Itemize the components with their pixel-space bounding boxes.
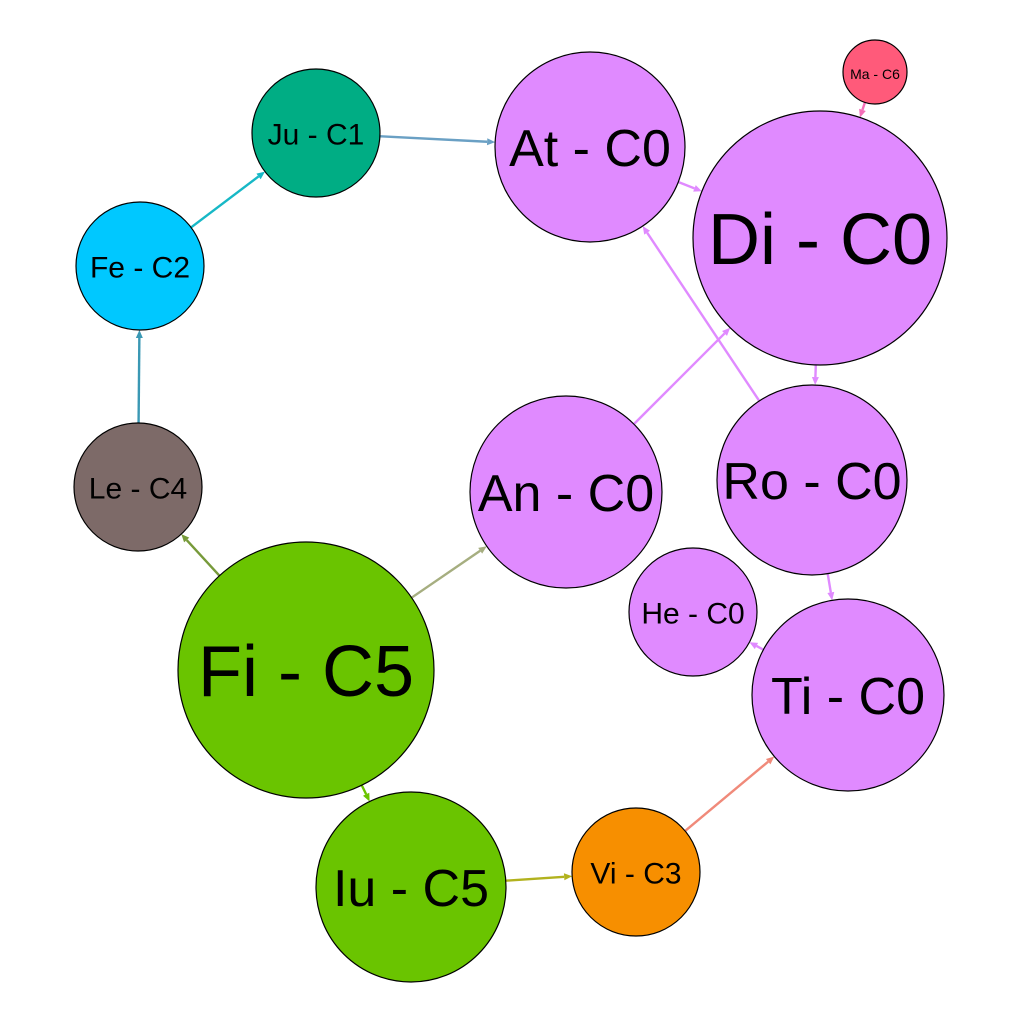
edge-arrowhead xyxy=(722,327,731,336)
node-ti[interactable]: Ti - C0 xyxy=(751,598,945,792)
node-fe[interactable]: Fe - C2 xyxy=(75,201,205,331)
edge-fi-an xyxy=(410,546,487,599)
node-at[interactable]: At - C0 xyxy=(494,51,686,243)
edge-arrowhead xyxy=(135,329,143,339)
edge-line xyxy=(505,875,565,882)
edge-line xyxy=(646,232,761,402)
node-di[interactable]: Di - C0 xyxy=(692,110,948,366)
edge-an-di xyxy=(633,327,731,425)
edge-fi-iu xyxy=(360,784,370,802)
node-label: Fe - C2 xyxy=(90,252,190,285)
edge-line xyxy=(826,573,833,593)
node-circle[interactable] xyxy=(469,395,663,589)
node-circle[interactable] xyxy=(842,39,908,105)
node-circle[interactable] xyxy=(628,547,758,677)
node-label: Ro - C0 xyxy=(722,453,901,511)
node-label: Ma - C6 xyxy=(850,66,900,82)
node-label: He - C0 xyxy=(641,598,744,631)
edge-line xyxy=(684,760,769,832)
node-label: An - C0 xyxy=(478,465,654,523)
edge-ro-ti xyxy=(826,573,835,601)
edge-arrowhead xyxy=(749,642,759,650)
edge-fi-le xyxy=(181,534,221,577)
node-circle[interactable] xyxy=(177,541,435,799)
node-label: Fi - C5 xyxy=(198,632,414,712)
node-label: Iu - C5 xyxy=(333,860,489,918)
edge-arrowhead xyxy=(362,792,370,802)
edge-line xyxy=(410,549,481,599)
node-circle[interactable] xyxy=(716,384,908,576)
edge-di-ro xyxy=(811,364,819,386)
edge-ju-at xyxy=(379,135,496,146)
edge-ro-at xyxy=(642,226,761,402)
node-label: Ti - C0 xyxy=(771,668,925,726)
edge-ti-he xyxy=(749,642,764,651)
node-vi[interactable]: Vi - C3 xyxy=(571,807,701,937)
edge-line xyxy=(633,332,726,425)
node-circle[interactable] xyxy=(571,807,701,937)
edge-line xyxy=(360,784,368,795)
node-label: Di - C0 xyxy=(708,200,932,280)
edge-arrowhead xyxy=(765,756,775,765)
edge-fe-ju xyxy=(190,171,265,229)
edge-arrowhead xyxy=(256,171,265,180)
node-le[interactable]: Le - C4 xyxy=(73,422,203,552)
node-ro[interactable]: Ro - C0 xyxy=(716,384,908,576)
node-an[interactable]: An - C0 xyxy=(469,395,663,589)
edge-iu-vi xyxy=(505,873,573,882)
edge-arrowhead xyxy=(563,873,573,881)
edge-arrowhead xyxy=(181,534,190,543)
node-iu[interactable]: Iu - C5 xyxy=(315,791,507,983)
node-he[interactable]: He - C0 xyxy=(628,547,758,677)
edges-layer xyxy=(135,101,867,882)
edge-line xyxy=(677,180,695,190)
edge-vi-ti xyxy=(684,756,775,832)
node-label: Vi - C3 xyxy=(590,858,681,891)
node-circle[interactable] xyxy=(751,598,945,792)
node-label: Le - C4 xyxy=(89,473,187,506)
node-circle[interactable] xyxy=(494,51,686,243)
edge-line xyxy=(185,539,221,577)
edge-at-di xyxy=(677,180,702,192)
node-circle[interactable] xyxy=(315,791,507,983)
node-circle[interactable] xyxy=(73,422,203,552)
edge-line xyxy=(137,337,141,424)
nodes-layer: Ma - C6 Ju - C1 At - C0 Di - C0 Fe - C2 Le - … xyxy=(73,39,948,983)
node-circle[interactable] xyxy=(251,68,381,198)
edge-arrowhead xyxy=(693,185,702,192)
node-label: At - C0 xyxy=(509,120,671,178)
edge-line xyxy=(190,175,260,229)
edge-arrowhead xyxy=(478,546,487,554)
edge-ma-di xyxy=(859,101,867,118)
edge-arrowhead xyxy=(811,376,819,386)
edge-arrowhead xyxy=(827,591,835,601)
node-circle[interactable] xyxy=(75,201,205,331)
edge-arrowhead xyxy=(642,226,651,235)
edge-line xyxy=(379,135,488,143)
edge-le-fe xyxy=(135,329,143,424)
edge-line xyxy=(861,101,867,111)
edge-arrowhead xyxy=(486,138,496,146)
node-label: Ju - C1 xyxy=(268,119,365,152)
node-ma[interactable]: Ma - C6 xyxy=(842,39,908,105)
node-ju[interactable]: Ju - C1 xyxy=(251,68,381,198)
node-fi[interactable]: Fi - C5 xyxy=(177,541,435,799)
edge-line xyxy=(755,644,764,651)
node-circle[interactable] xyxy=(692,110,948,366)
edge-arrowhead xyxy=(859,108,866,118)
